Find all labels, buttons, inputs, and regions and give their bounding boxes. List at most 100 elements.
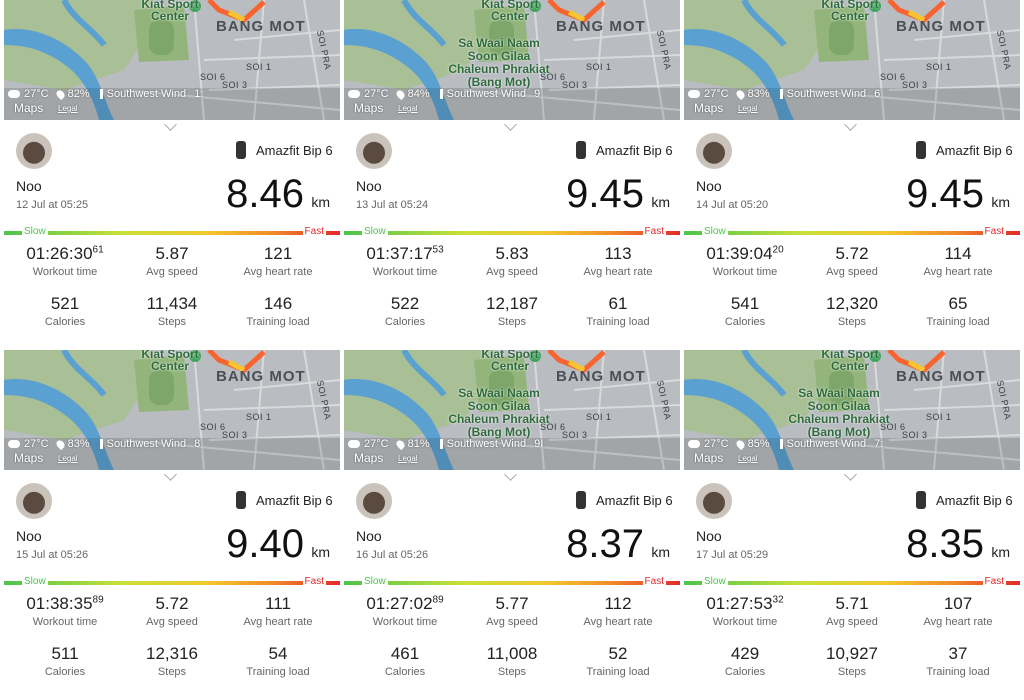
speed-gradient	[684, 231, 1020, 235]
fast-label: Fast	[302, 576, 326, 587]
device-name: Amazfit Bip 6	[936, 143, 1013, 158]
stat-number: 61	[608, 294, 628, 313]
workout-date: 17 Jul at 05:29	[696, 549, 769, 561]
stat-label: Avg speed	[146, 616, 198, 628]
wind-icon	[99, 439, 103, 449]
distance-unit: km	[991, 194, 1010, 210]
wind: Southwest Wind	[106, 438, 187, 450]
avatar	[356, 483, 392, 519]
stat-fraction: 53	[432, 244, 444, 256]
cloud-icon	[688, 440, 700, 448]
wind: Southwest Wind	[106, 88, 187, 100]
watch-icon	[576, 491, 586, 509]
stat-value: 541	[690, 294, 800, 314]
map-poi: Sa Waai Naam Soon Gilaa Chaleum Phrakiat…	[448, 36, 550, 89]
watch-icon	[916, 491, 926, 509]
map-label: BANG MOT	[896, 18, 986, 35]
stat-value: 511	[10, 644, 120, 664]
drop-icon	[734, 88, 746, 100]
watch-icon	[916, 141, 926, 159]
map-label: BANG MOT	[556, 368, 646, 385]
map-label: SOI 3	[562, 80, 588, 90]
wind-speed: 9	[534, 88, 541, 100]
stat-value: 522	[350, 294, 460, 314]
drop-icon	[54, 88, 66, 100]
map	[684, 350, 1020, 470]
stat-value: 01:38:3589	[10, 594, 120, 614]
stat-label: Workout time	[32, 616, 98, 628]
map-label: SOI 3	[902, 80, 928, 90]
stat-number: 5.77	[495, 594, 529, 613]
slow-label: Slow	[362, 576, 388, 587]
workout-date: 13 Jul at 05:24	[356, 199, 429, 211]
chevron	[844, 468, 857, 481]
stat-label: Steps	[837, 666, 867, 678]
wind: Southwest Wind	[786, 438, 867, 450]
watch-icon	[576, 141, 586, 159]
fast-label: Fast	[982, 576, 1006, 587]
stat-value: 5.77	[457, 594, 567, 614]
humidity: 84%	[407, 88, 430, 100]
stat-value: 01:39:0420	[690, 244, 800, 264]
device-name: Amazfit Bip 6	[256, 143, 333, 158]
map-label: BANG MOT	[216, 368, 306, 385]
map-label: SOI 6	[200, 422, 226, 432]
map-label: SOI 6	[540, 422, 566, 432]
wind-icon	[439, 439, 443, 449]
stat-value: 5.87	[117, 244, 227, 264]
stat-value: 146	[223, 294, 333, 314]
watch-icon	[236, 491, 246, 509]
legal-link: Legal	[398, 104, 418, 113]
stat-number: 5.71	[835, 594, 869, 613]
stat-number: 01:27:53	[706, 594, 773, 613]
workout-card: Kiat Sport Center BANG MOT SOI PRA SOI 1 SOI…	[4, 0, 340, 346]
weather-row: 27°C 81% Southwest Wind 9I	[348, 438, 543, 450]
device-name: Amazfit Bip 6	[596, 143, 673, 158]
wind-speed: 7:	[874, 438, 884, 450]
stat-number: 521	[50, 294, 80, 313]
map-poi: Sa Waai Naam Soon Gilaa Chaleum Phrakiat…	[788, 386, 890, 439]
stat-label: Training load	[926, 316, 990, 328]
weather-row: 27°C 85% Southwest Wind 7:	[688, 438, 883, 450]
map-label: SOI 1	[246, 62, 272, 72]
avatar	[696, 133, 732, 169]
map-label: BANG MOT	[896, 368, 986, 385]
stat-value: 121	[223, 244, 333, 264]
stat-label: Steps	[497, 666, 527, 678]
speed-gradient	[344, 231, 680, 235]
stat-number: 01:38:35	[26, 594, 93, 613]
stat-value: 54	[223, 644, 333, 664]
stat-label: Workout time	[372, 266, 438, 278]
stat-label: Training load	[586, 666, 650, 678]
stat-label: Steps	[157, 666, 187, 678]
stat-value: 11,434	[117, 294, 227, 314]
temperature: 27°C	[704, 438, 729, 450]
slow-label: Slow	[22, 576, 48, 587]
stat-value: 113	[563, 244, 673, 264]
stat-label: Calories	[384, 316, 426, 328]
drop-icon	[394, 438, 406, 450]
avatar	[16, 483, 52, 519]
stat-label: Avg heart rate	[923, 266, 993, 278]
drop-icon	[54, 438, 66, 450]
stat-number: 12,187	[486, 294, 538, 313]
avatar	[16, 133, 52, 169]
stat-label: Avg heart rate	[583, 266, 653, 278]
legal-link: Legal	[398, 454, 418, 463]
user-name: Noo	[696, 178, 722, 194]
stat-number: 11,434	[146, 294, 198, 313]
stat-value: 521	[10, 294, 120, 314]
chevron	[164, 118, 177, 131]
temperature: 27°C	[704, 88, 729, 100]
device-name: Amazfit Bip 6	[596, 493, 673, 508]
stat-value: 52	[563, 644, 673, 664]
map-label: SOI 1	[586, 62, 612, 72]
distance-unit: km	[991, 544, 1010, 560]
stat-value: 37	[903, 644, 1013, 664]
stat-value: 461	[350, 644, 460, 664]
stat-number: 01:39:04	[706, 244, 773, 263]
chevron	[844, 118, 857, 131]
wind-speed: 9I	[534, 438, 544, 450]
user-name: Noo	[696, 528, 722, 544]
user-name: Noo	[356, 528, 382, 544]
